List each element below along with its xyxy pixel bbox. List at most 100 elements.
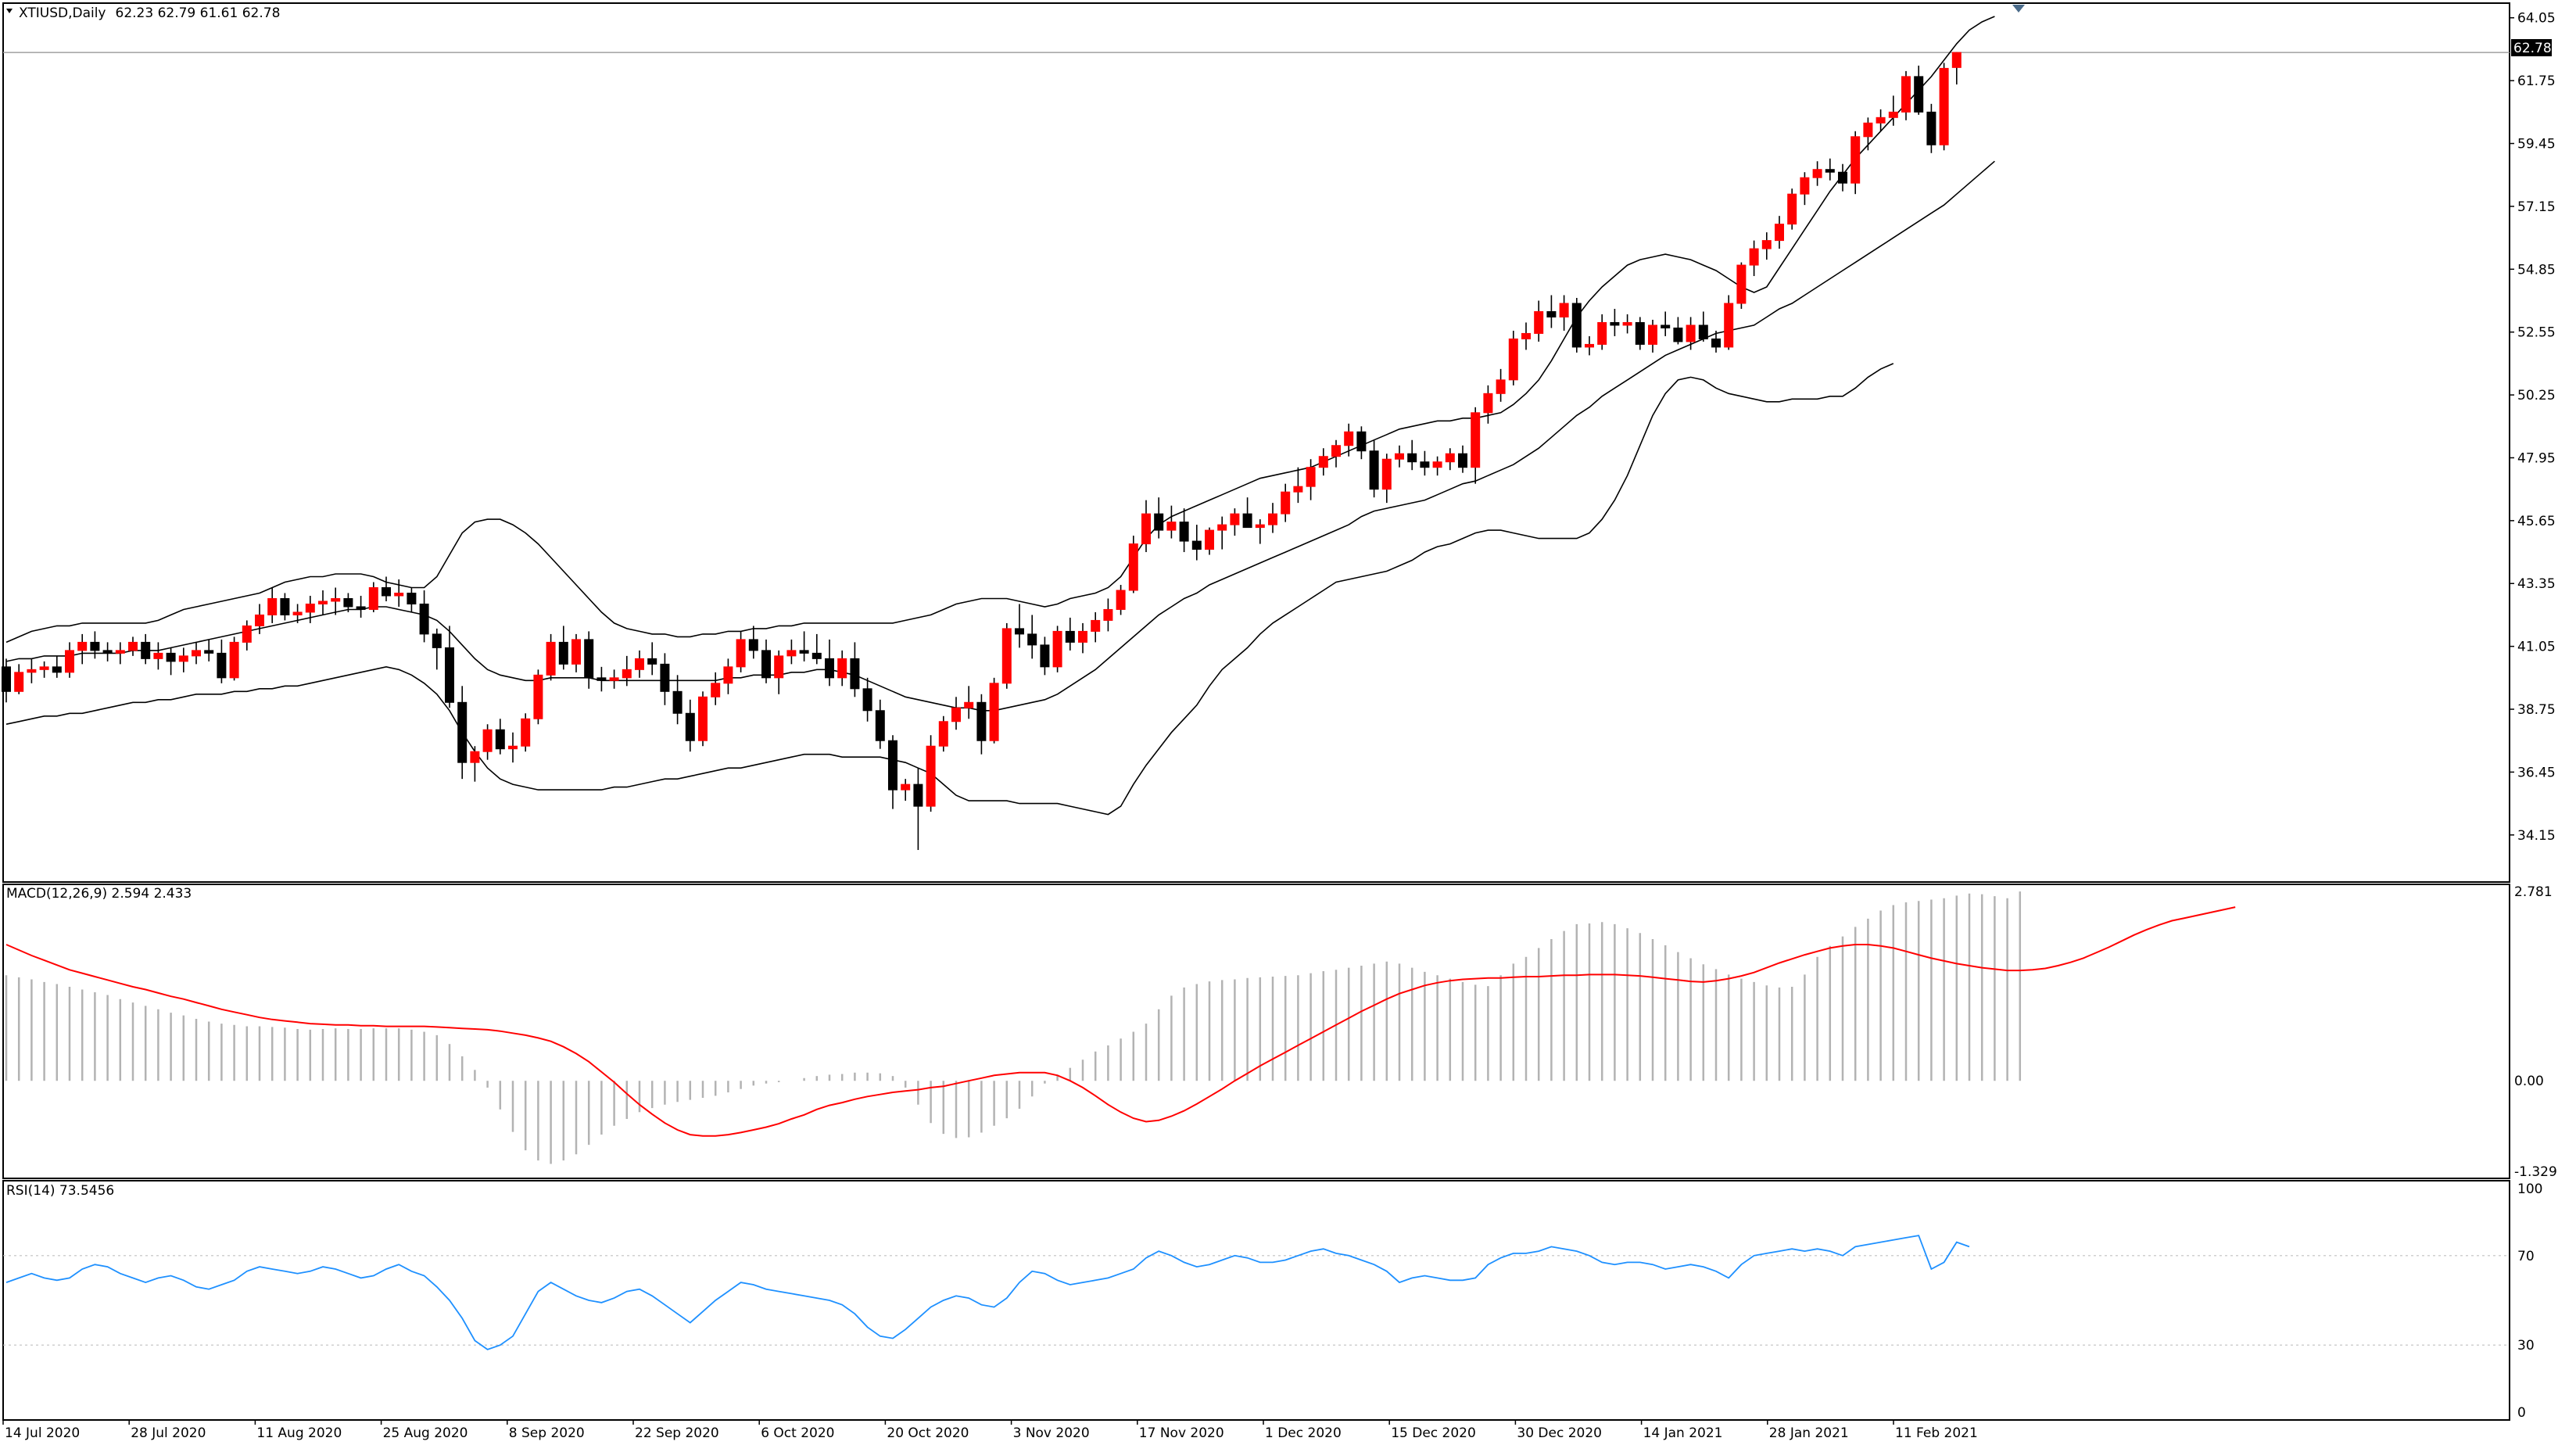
date-tick-label: 8 Sep 2020: [509, 1425, 585, 1441]
time-axis[interactable]: 14 Jul 2020 28 Jul 2020 11 Aug 2020 25 Aug …: [2, 1420, 1978, 1441]
candle-bear: [558, 641, 568, 665]
price-tick-label: 50.25: [2517, 388, 2556, 403]
candle-bull: [1103, 608, 1113, 621]
candle-bull: [1255, 524, 1265, 529]
candle-bull: [926, 745, 936, 807]
price-tick-label: 47.95: [2517, 450, 2556, 466]
candle-bear: [584, 639, 594, 679]
rsi-tick-label: 100: [2517, 1181, 2542, 1197]
candle-bull: [305, 603, 315, 613]
candles-group: [2, 52, 1962, 851]
rsi-axis[interactable]: 100 70 30 0: [2517, 1181, 2542, 1421]
candle-bull: [571, 639, 581, 665]
candle-bull: [1876, 117, 1886, 124]
candle-bear: [1458, 453, 1467, 468]
candle-bear: [1825, 169, 1835, 173]
candle-bear: [495, 729, 505, 750]
macd-title: MACD(12,26,9) 2.594 2.433: [6, 886, 192, 902]
candle-bull: [521, 718, 531, 747]
candle-bull: [1306, 467, 1316, 487]
price-axis[interactable]: 64.05 61.75 59.45 57.15 54.85 52.55 50.25 47.95…: [2510, 11, 2556, 844]
candle-bull: [622, 669, 632, 679]
panel-frames: [2, 2, 2510, 1421]
candle-bear: [672, 690, 683, 714]
price-tick-label: 57.15: [2517, 199, 2556, 215]
candle-bear: [660, 663, 670, 692]
macd-group: [5, 891, 2236, 1164]
price-tick-label: 45.65: [2517, 514, 2556, 529]
candle-bear: [976, 701, 987, 741]
candle-bull: [1445, 453, 1455, 463]
macd-tick-label: -1.329: [2514, 1164, 2557, 1180]
candle-bull: [1052, 630, 1062, 668]
candle-bear: [1242, 513, 1252, 529]
candle-bull: [1534, 310, 1544, 334]
candle-bear: [1914, 76, 1924, 113]
candle-bull: [65, 650, 74, 673]
candle-bear: [875, 710, 885, 741]
bb-upper-line: [5, 16, 1995, 644]
candle-bull: [1001, 628, 1012, 684]
rsi-title: RSI(14) 73.5456: [6, 1183, 114, 1199]
price-tick-label: 61.75: [2517, 74, 2556, 89]
candle-bull: [1331, 445, 1341, 457]
candle-bull: [1381, 458, 1392, 490]
candle-bull: [1736, 264, 1747, 304]
candle-bull: [1395, 453, 1404, 460]
date-tick-label: 25 Aug 2020: [383, 1425, 468, 1441]
candle-bull: [229, 641, 239, 679]
candle-bull: [1128, 543, 1138, 591]
candle-bear: [280, 597, 290, 615]
candle-bull: [508, 745, 518, 750]
macd-panel-frame: [2, 884, 2510, 1179]
candle-bull: [1432, 461, 1442, 468]
candle-bull: [1850, 136, 1861, 184]
candle-bull: [1141, 513, 1151, 545]
price-tick-label: 54.85: [2517, 262, 2556, 278]
candle-bear: [685, 712, 695, 741]
candle-bear: [1179, 522, 1189, 542]
candle-bear: [1356, 431, 1367, 452]
candle-bull: [470, 751, 480, 763]
date-tick-label: 6 Oct 2020: [761, 1425, 834, 1441]
date-tick-label: 30 Dec 2020: [1517, 1425, 1602, 1441]
candle-bear: [1546, 310, 1557, 317]
candle-bull: [1648, 324, 1657, 345]
candle-bear: [382, 586, 391, 597]
candle-bull: [482, 729, 493, 752]
candle-bear: [825, 658, 834, 679]
price-tick-label: 52.55: [2517, 325, 2556, 341]
candle-bull: [533, 674, 543, 719]
candle-bear: [356, 606, 366, 610]
candle-bull: [368, 586, 378, 610]
date-tick-label: 20 Oct 2020: [887, 1425, 969, 1441]
candle-bull: [774, 655, 784, 679]
candle-bull: [1951, 52, 1962, 68]
macd-signal-line: [5, 906, 2236, 1137]
candle-bear: [1191, 540, 1202, 550]
candle-bear: [1154, 513, 1164, 531]
current-price-tag: 62.78: [2511, 39, 2552, 56]
symbol-title: XTIUSD,Daily 62.23 62.79 61.61 62.78: [19, 5, 280, 21]
candle-bull: [1281, 491, 1291, 515]
candle-bull: [1078, 630, 1087, 643]
candle-bull: [1622, 321, 1632, 326]
rsi-group: [3, 1235, 2510, 1350]
candle-bear: [1926, 111, 1936, 145]
candle-bull: [1293, 486, 1303, 493]
candle-bull: [837, 658, 847, 679]
candle-bear: [862, 688, 872, 712]
candle-bull: [1812, 169, 1822, 178]
candle-bull: [1205, 529, 1214, 550]
candle-bear: [761, 650, 771, 679]
candle-bull: [1496, 379, 1506, 394]
date-tick-label: 1 Dec 2020: [1265, 1425, 1342, 1441]
shift-marker-icon[interactable]: [2012, 5, 2025, 13]
price-tick-label: 36.45: [2517, 765, 2556, 780]
candle-bear: [748, 639, 758, 651]
macd-axis[interactable]: 2.781 0.00 -1.329: [2514, 884, 2557, 1180]
menu-triangle-icon[interactable]: [6, 9, 13, 13]
candle-bull: [1559, 303, 1569, 317]
candle-bull: [1686, 324, 1696, 342]
